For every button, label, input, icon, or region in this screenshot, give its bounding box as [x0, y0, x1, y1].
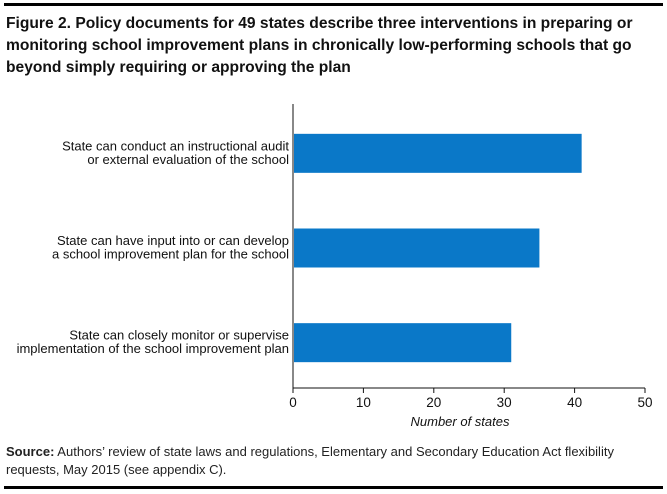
- top-rule: [4, 3, 663, 6]
- bottom-rule: [4, 486, 663, 489]
- x-tick-label: 20: [426, 395, 441, 410]
- source-note: Source: Authors’ review of state laws an…: [6, 443, 656, 479]
- source-text: Authors’ review of state laws and regula…: [6, 444, 614, 477]
- x-tick-label: 50: [637, 395, 652, 410]
- category-label-1: State can conduct an instructional audit…: [62, 138, 289, 167]
- bar-2: [294, 228, 540, 268]
- bar-1: [294, 133, 582, 173]
- x-tick-label: 40: [567, 395, 582, 410]
- category-label-3: State can closely monitor or supervise im…: [17, 328, 289, 357]
- bar-3: [294, 323, 512, 363]
- figure-title: Figure 2. Policy documents for 49 states…: [6, 15, 633, 76]
- category-label-2: State can have input into or can develop…: [52, 233, 289, 262]
- source-label: Source:: [6, 444, 55, 459]
- x-tick-label: 30: [497, 395, 512, 410]
- x-tick-label: 0: [289, 395, 297, 410]
- x-tick-label: 10: [356, 395, 371, 410]
- x-axis-title: Number of states: [411, 414, 510, 429]
